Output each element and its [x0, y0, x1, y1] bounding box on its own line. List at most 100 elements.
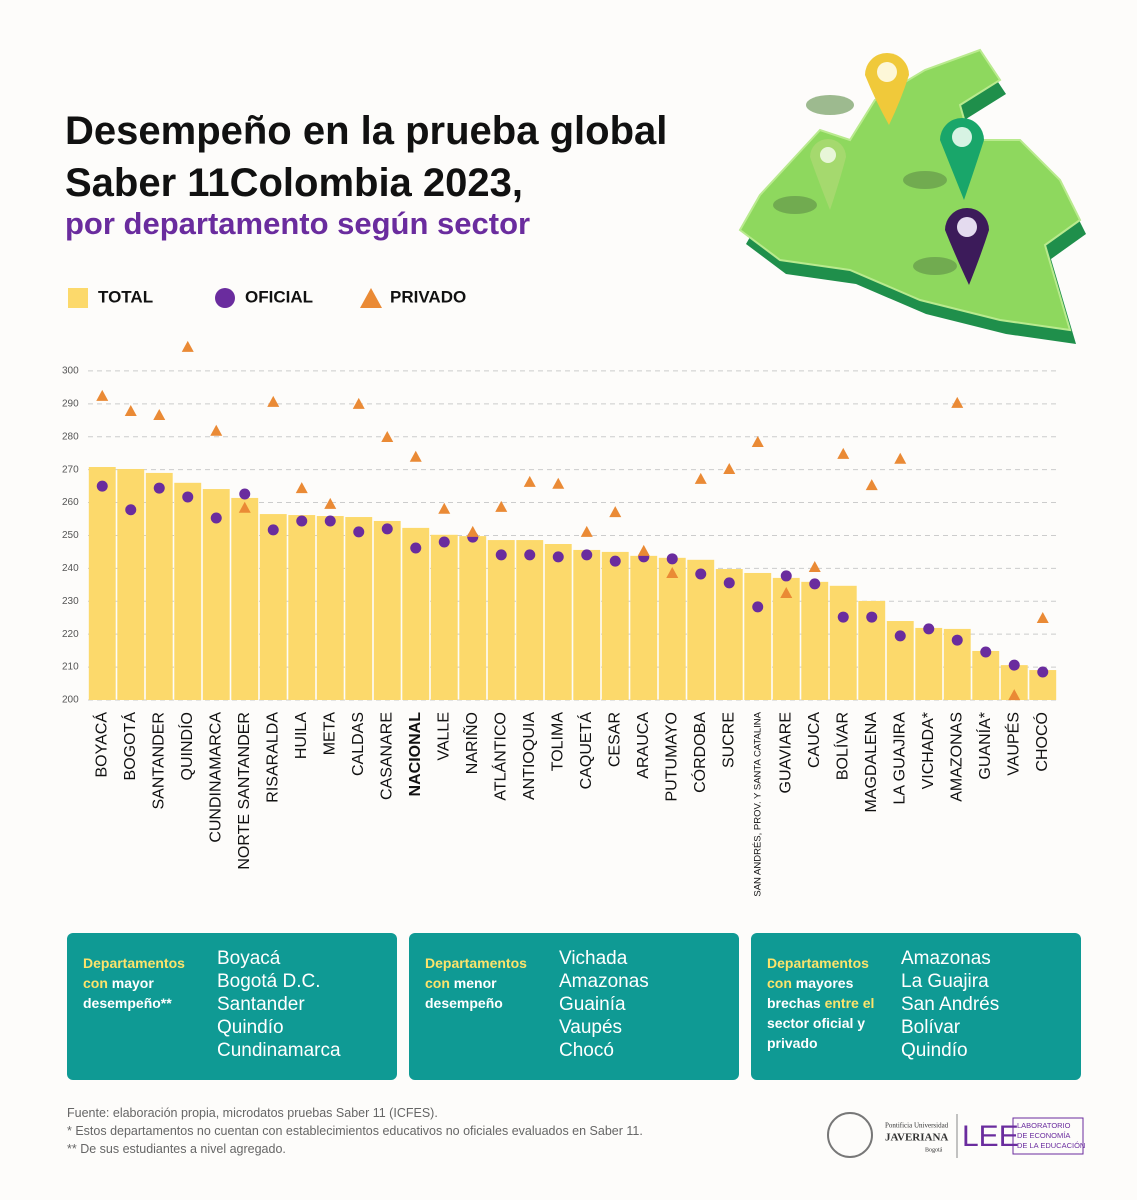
privado-marker: [210, 424, 223, 436]
bar: [915, 627, 943, 700]
x-tick-label: ARAUCA: [635, 712, 652, 779]
x-tick-label: TOLIMA: [549, 712, 566, 772]
lab-logo: LEE: [962, 1120, 1019, 1153]
legend-swatch: [68, 288, 88, 308]
y-tick-label: 230: [62, 596, 79, 607]
oficial-marker: [267, 524, 279, 536]
bar: [573, 549, 601, 700]
heading-part: mayor desempeño**: [83, 975, 172, 1011]
x-tick-label: CAUCA: [806, 712, 823, 768]
privado-marker: [837, 447, 850, 459]
x-tick-label: NORTE SANTANDER: [236, 712, 253, 870]
x-tick-label: PUTUMAYO: [663, 712, 680, 801]
privado-marker: [466, 525, 479, 537]
oficial-marker: [210, 512, 222, 524]
footer-note: Fuente: elaboración propia, microdatos p…: [67, 1106, 438, 1120]
oficial-marker: [153, 482, 165, 494]
x-tick-label: CUNDINAMARCA: [207, 712, 224, 843]
oficial-marker: [524, 549, 536, 561]
box-item: Amazonas: [901, 948, 991, 969]
privado-marker: [552, 477, 565, 489]
heading-part: entre el: [824, 995, 875, 1011]
bar: [117, 468, 145, 700]
x-tick-label: CAQUETÁ: [576, 712, 595, 790]
bar: [231, 497, 259, 700]
oficial-marker: [980, 646, 992, 658]
bar: [772, 577, 800, 700]
summary-box: Departamentos con menor desempeño Vichad…: [409, 933, 739, 1080]
x-tick-label: VALLE: [435, 712, 452, 761]
oficial-marker: [438, 536, 450, 548]
lab-name: DE LA EDUCACIÓN: [1017, 1141, 1085, 1150]
x-tick-label: AMAZONAS: [948, 712, 965, 802]
x-tick-label: ATLÁNTICO: [490, 712, 509, 801]
oficial-marker: [1008, 659, 1020, 671]
x-tick-label: CALDAS: [350, 712, 367, 776]
box-item: Bolívar: [901, 1017, 961, 1038]
bar: [402, 527, 430, 700]
box-items: Boyacá Bogotá D.C. Santander Quindío Cundina…: [217, 947, 341, 1062]
university-name: Bogotá: [925, 1147, 943, 1153]
oficial-marker: [666, 553, 678, 565]
bar: [744, 572, 772, 700]
university-name: Pontificia Universidad: [885, 1122, 949, 1130]
oficial-marker: [695, 568, 707, 580]
x-tick-label: NARIÑO: [461, 712, 481, 774]
privado-marker: [409, 450, 422, 462]
bar: [288, 515, 316, 700]
privado-marker: [637, 544, 650, 556]
box-item: Bogotá D.C.: [217, 971, 321, 992]
summary-box: Departamentos con mayor desempeño** Boya…: [67, 933, 397, 1080]
bar: [715, 569, 743, 700]
x-tick-label: BOYACÁ: [91, 712, 110, 778]
y-tick-label: 260: [62, 497, 79, 508]
bar: [145, 472, 173, 700]
privado-marker: [124, 405, 137, 417]
y-tick-label: 250: [62, 530, 79, 541]
oficial-marker: [381, 523, 393, 535]
bar: [430, 534, 458, 700]
bar: [202, 489, 230, 700]
university-name: JAVERIANA: [885, 1132, 948, 1144]
heading-part: Departamentos con: [83, 955, 185, 991]
x-tick-label: CÓRDOBA: [690, 712, 709, 793]
y-tick-label: 300: [62, 366, 79, 377]
map-illustration: [738, 48, 1086, 344]
y-tick-label: 210: [62, 662, 79, 673]
chart-title: Desempeño en la prueba global Saber 11Co…: [65, 109, 668, 205]
privado-marker: [865, 479, 878, 491]
privado-marker: [523, 475, 536, 487]
privado-marker: [153, 409, 166, 421]
privado-marker: [580, 525, 593, 537]
legend-label: OFICIAL: [245, 287, 313, 306]
y-tick-label: 290: [62, 398, 79, 409]
x-tick-label: CASANARE: [378, 712, 395, 800]
y-tick-label: 200: [62, 695, 79, 706]
privado-marker: [96, 389, 109, 401]
box-item: Vaupés: [559, 1017, 623, 1038]
x-tick-label: HUILA: [293, 712, 310, 759]
oficial-marker: [1037, 666, 1049, 678]
oficial-marker: [182, 491, 194, 503]
privado-marker: [238, 501, 251, 513]
x-tick-label: CHOCÓ: [1032, 712, 1051, 772]
x-tick-label: GUANÍA*: [975, 712, 994, 780]
oficial-marker: [609, 555, 621, 567]
privado-marker: [894, 452, 907, 464]
bar: [972, 650, 1000, 700]
x-tick-label: SANTANDER: [150, 712, 167, 810]
box-item: Quindío: [901, 1040, 968, 1061]
footer-notes: Fuente: elaboración propia, microdatos p…: [67, 1104, 643, 1158]
oficial-marker: [809, 578, 821, 590]
privado-marker: [324, 497, 337, 509]
heading-part: mayores brechas: [767, 975, 854, 1011]
bar: [316, 516, 344, 700]
chart-subtitle: por departamento según sector: [65, 206, 531, 241]
bar: [487, 540, 515, 700]
oficial-marker: [125, 504, 137, 516]
box-heading: Departamentos con menor desempeño: [425, 953, 550, 1013]
x-tick-label: NACIONAL: [407, 712, 424, 797]
box-items: Vichada Amazonas Guainía Vaupés Chocó: [559, 947, 649, 1062]
x-tick-label: QUINDÍO: [177, 712, 196, 780]
